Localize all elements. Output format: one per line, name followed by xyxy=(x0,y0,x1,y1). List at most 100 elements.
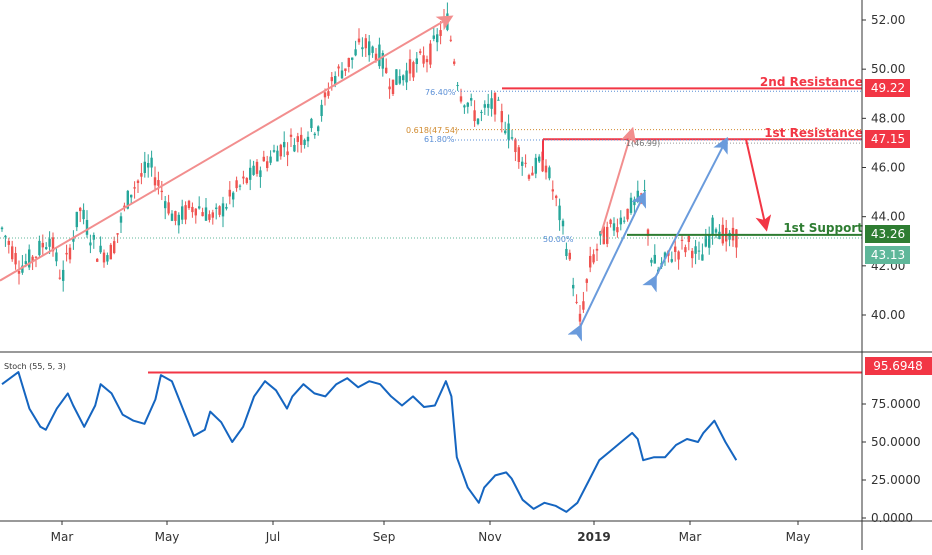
candle-body xyxy=(344,68,347,71)
candle-body xyxy=(119,216,123,223)
tag-1st-resistance-bg xyxy=(865,130,910,148)
candle-body xyxy=(279,144,282,157)
candle-body xyxy=(711,217,714,235)
tag-1st-support: 43.26 xyxy=(871,227,905,241)
candle-body xyxy=(24,261,27,265)
candle-body xyxy=(425,59,429,63)
candle-body xyxy=(456,85,459,87)
tag-stoch-level: 95.6948 xyxy=(873,359,923,373)
candle-body xyxy=(283,141,286,148)
price-tick-label: 44.00 xyxy=(871,210,905,224)
candle-body xyxy=(728,232,731,240)
candle-body xyxy=(368,41,371,56)
candle-body xyxy=(221,203,225,217)
candle-body xyxy=(714,229,718,233)
stoch-line xyxy=(1,371,738,513)
time-tick-label: Mar xyxy=(679,530,702,544)
trend-arrow-uptrend xyxy=(0,15,454,282)
candle-body xyxy=(201,212,204,217)
candle-body xyxy=(466,102,469,107)
candle-body xyxy=(0,227,4,230)
candle-body xyxy=(320,104,323,117)
candle-body xyxy=(507,123,510,140)
candle-body xyxy=(653,254,656,264)
candle-body xyxy=(527,175,531,179)
candle-body xyxy=(266,161,269,169)
time-tick-label: Sep xyxy=(373,530,396,544)
candle-body xyxy=(585,279,588,283)
candle-body xyxy=(487,103,490,108)
candle-body xyxy=(510,137,514,139)
candle-body xyxy=(45,247,48,250)
candle-body xyxy=(136,180,140,184)
candle-body xyxy=(633,199,636,206)
candle-body xyxy=(612,223,616,231)
candle-body xyxy=(89,242,92,246)
candle-body xyxy=(306,136,310,142)
candle-body xyxy=(449,39,452,41)
candle-body xyxy=(327,91,330,96)
candle-body xyxy=(21,265,24,273)
candle-body xyxy=(181,206,184,220)
candle-body xyxy=(7,240,10,245)
candle-body xyxy=(364,38,367,49)
candle-body xyxy=(640,193,643,195)
candle-body xyxy=(575,301,578,303)
candle-body xyxy=(701,254,704,261)
time-tick-label: Jul xyxy=(265,530,280,544)
fib-618-label: 0.618(47.54) xyxy=(406,126,458,135)
candle-body xyxy=(385,67,388,73)
candle-body xyxy=(272,150,276,152)
price-tick-label: 48.00 xyxy=(871,111,905,125)
time-tick-label: 2019 xyxy=(577,530,610,544)
candle-body xyxy=(595,248,599,251)
candle-body xyxy=(211,212,214,218)
tag-stoch-level-bg xyxy=(865,357,932,375)
candle-body xyxy=(561,220,565,227)
candle-body xyxy=(619,217,622,225)
candle-body xyxy=(96,258,99,262)
candle-body xyxy=(99,245,102,253)
time-axis: Mar May Jul Sep Nov 2019 Mar May xyxy=(51,521,810,544)
candle-body xyxy=(116,233,119,235)
tag-1st-resistance: 47.15 xyxy=(871,132,905,146)
candle-body xyxy=(708,235,711,248)
candle-body xyxy=(691,250,694,259)
tag-last-price-bg xyxy=(865,246,910,264)
tag-last-price: 43.13 xyxy=(871,248,905,262)
candle-body xyxy=(225,206,228,209)
candle-body xyxy=(92,235,95,240)
candle-body xyxy=(674,246,677,252)
stoch-tick-label: 25.0000 xyxy=(871,473,921,487)
candle-body xyxy=(504,130,507,134)
candle-body xyxy=(218,206,221,215)
candle-body xyxy=(34,256,38,258)
candle-body xyxy=(354,49,357,56)
candle-body xyxy=(490,98,493,109)
candle-body xyxy=(323,92,327,98)
candle-body xyxy=(164,201,167,209)
candle-body xyxy=(289,134,293,137)
candle-body xyxy=(293,144,296,152)
target-arrow-red xyxy=(745,139,772,232)
candle-body xyxy=(541,151,544,172)
candle-body xyxy=(340,70,344,79)
candle-body xyxy=(48,238,51,247)
candle-body xyxy=(28,249,31,268)
candle-body xyxy=(174,211,177,221)
candle-body xyxy=(296,136,299,142)
candle-body xyxy=(544,165,548,173)
candle-body xyxy=(500,111,503,123)
candle-body xyxy=(606,226,609,244)
candle-body xyxy=(147,162,150,168)
candle-body xyxy=(187,200,191,209)
candle-body xyxy=(65,252,68,255)
candle-body xyxy=(609,219,612,225)
candle-body xyxy=(381,52,384,69)
candle-body xyxy=(442,16,446,19)
candle-body xyxy=(194,208,197,216)
candle-body xyxy=(334,76,337,85)
candle-body xyxy=(357,38,361,43)
